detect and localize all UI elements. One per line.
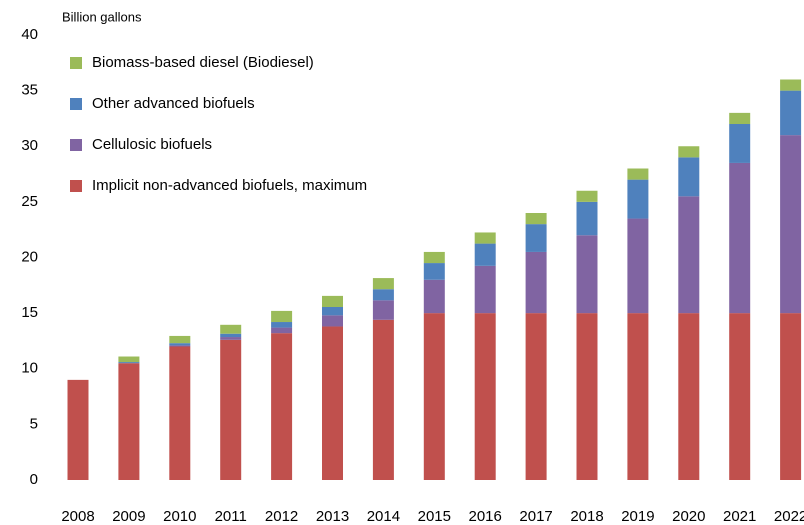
legend-label: Biomass-based diesel (Biodiesel) xyxy=(92,54,314,71)
bar-segment xyxy=(271,327,293,334)
bar-segment xyxy=(780,135,802,314)
bar-segment xyxy=(780,79,802,91)
x-tick-label: 2020 xyxy=(672,508,705,525)
bar-segment xyxy=(474,265,496,314)
y-axis-label: Billion gallons xyxy=(62,9,142,24)
bar-segment xyxy=(169,345,191,347)
bar-segment xyxy=(576,313,598,480)
x-tick-label: 2008 xyxy=(61,508,94,525)
bar-segment xyxy=(322,295,343,308)
bar-segment xyxy=(322,326,343,480)
bar-segment xyxy=(271,310,293,323)
legend-swatch xyxy=(70,180,82,192)
x-tick-label: 2017 xyxy=(519,508,552,525)
bar-segment xyxy=(678,157,700,197)
bar-segment xyxy=(729,124,751,163)
bar-segment xyxy=(118,356,140,363)
x-tick-label: 2009 xyxy=(112,508,145,525)
bar-segment xyxy=(118,363,140,480)
bar-segment xyxy=(423,263,445,280)
bar-segment xyxy=(322,307,343,316)
bar-segment xyxy=(729,313,751,480)
bar-segment xyxy=(67,379,89,480)
bar-segment xyxy=(220,333,242,338)
bar-segment xyxy=(474,313,496,480)
bar-segment xyxy=(627,313,649,480)
bar-segment xyxy=(271,322,293,328)
x-tick-label: 2010 xyxy=(163,508,196,525)
y-tick-label: 0 xyxy=(30,471,38,488)
bar-segment xyxy=(576,235,598,314)
legend-label: Cellulosic biofuels xyxy=(92,136,212,153)
bar-segment xyxy=(271,333,293,480)
bar-segment xyxy=(678,313,700,480)
y-tick-label: 5 xyxy=(30,415,38,432)
bar-segment xyxy=(525,224,547,252)
bar-segment xyxy=(780,90,802,136)
legend-label: Implicit non-advanced biofuels, maximum xyxy=(92,177,367,194)
x-tick-label: 2012 xyxy=(265,508,298,525)
bar-segment xyxy=(423,313,445,480)
bar-segment xyxy=(372,278,394,290)
bar-segment xyxy=(474,232,496,244)
x-tick-label: 2019 xyxy=(621,508,654,525)
y-tick-label: 35 xyxy=(21,82,38,99)
bar-segment xyxy=(372,319,394,480)
bar-segment xyxy=(729,162,751,314)
bar-segment xyxy=(678,196,700,314)
bar-segment xyxy=(627,218,649,314)
bar-segment xyxy=(169,343,191,346)
bar-segment xyxy=(780,313,802,480)
bar-segment xyxy=(169,346,191,480)
bar-segment xyxy=(627,179,649,219)
bar-segment xyxy=(169,335,191,344)
x-tick-label: 2018 xyxy=(570,508,603,525)
x-tick-label: 2015 xyxy=(418,508,451,525)
x-tick-label: 2014 xyxy=(367,508,400,525)
bar-segment xyxy=(525,313,547,480)
bar-segment xyxy=(576,190,598,202)
bar-segment xyxy=(118,362,140,364)
x-tick-label: 2013 xyxy=(316,508,349,525)
y-tick-label: 10 xyxy=(21,360,38,377)
x-tick-label: 2022 xyxy=(774,508,804,525)
bar-segment xyxy=(627,168,649,180)
y-tick-label: 30 xyxy=(21,137,38,154)
bar-segment xyxy=(525,213,547,225)
bar-segment xyxy=(220,339,242,480)
bar-segment xyxy=(372,300,394,320)
legend-swatch xyxy=(70,57,82,69)
bar-segment xyxy=(423,279,445,314)
bar-segment xyxy=(474,243,496,266)
y-tick-label: 15 xyxy=(21,304,38,321)
x-tick-label: 2021 xyxy=(723,508,756,525)
bar-segment xyxy=(576,201,598,236)
bar-segment xyxy=(729,112,751,124)
legend-swatch xyxy=(70,139,82,151)
bar-segment xyxy=(678,146,700,158)
y-tick-label: 20 xyxy=(21,248,38,265)
legend-label: Other advanced biofuels xyxy=(92,95,255,112)
bar-segment xyxy=(372,289,394,301)
bar-segment xyxy=(220,324,242,334)
x-tick-label: 2011 xyxy=(215,508,247,525)
x-tick-label: 2016 xyxy=(469,508,502,525)
bar-segment xyxy=(322,315,343,327)
bar-segment xyxy=(423,251,445,264)
bar-segment xyxy=(220,337,242,340)
bar-segment xyxy=(525,251,547,314)
legend-swatch xyxy=(70,98,82,110)
y-tick-label: 25 xyxy=(21,193,38,210)
y-tick-label: 40 xyxy=(21,26,38,43)
